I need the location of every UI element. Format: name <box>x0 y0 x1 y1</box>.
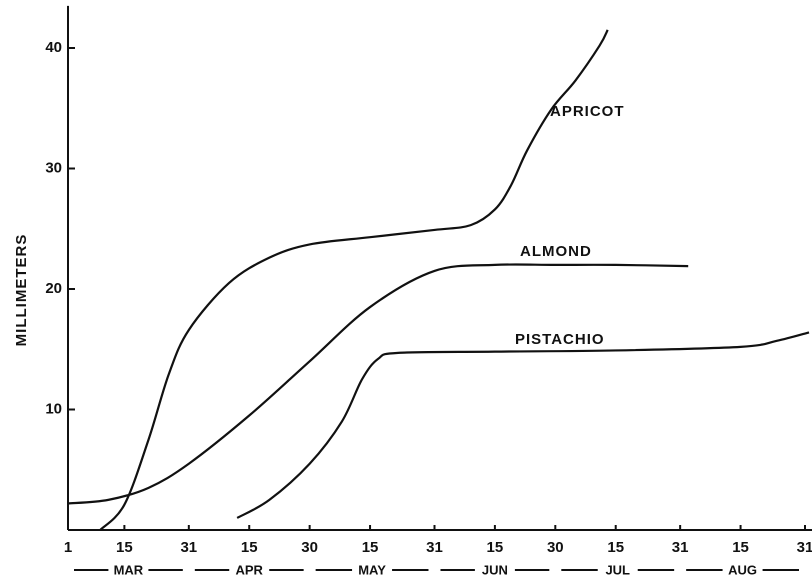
month-label: AUG <box>728 562 757 577</box>
x-tick-label: 31 <box>672 539 689 556</box>
month-label: JUN <box>482 562 508 577</box>
y-axis-label: MILLIMETERS <box>13 234 30 347</box>
x-tick-label: 15 <box>607 539 624 556</box>
x-tick-label: 31 <box>797 539 812 556</box>
x-tick-label: 15 <box>116 539 133 556</box>
x-tick-label: 31 <box>180 539 197 556</box>
x-tick-label: 30 <box>547 539 564 556</box>
series-label: PISTACHIO <box>515 331 605 348</box>
series-label: APRICOT <box>550 103 625 120</box>
y-tick-label: 10 <box>45 400 62 417</box>
growth-curve <box>67 263 689 505</box>
x-tick-label: 31 <box>426 539 443 556</box>
x-tick-label: 15 <box>362 539 379 556</box>
growth-curve <box>99 29 609 531</box>
x-tick-label: 15 <box>487 539 504 556</box>
y-tick-label: 30 <box>45 159 62 176</box>
month-label: MAR <box>114 562 144 577</box>
x-tick-label: 15 <box>241 539 258 556</box>
x-tick-label: 30 <box>301 539 318 556</box>
month-label: MAY <box>358 562 386 577</box>
x-tick-label: 1 <box>64 539 72 556</box>
growth-curve <box>236 331 810 519</box>
month-label: APR <box>236 562 264 577</box>
x-tick-label: 15 <box>732 539 749 556</box>
y-tick-label: 40 <box>45 39 62 56</box>
series-label: ALMOND <box>520 243 592 260</box>
month-label: JUL <box>605 562 630 577</box>
y-tick-label: 20 <box>45 280 62 297</box>
